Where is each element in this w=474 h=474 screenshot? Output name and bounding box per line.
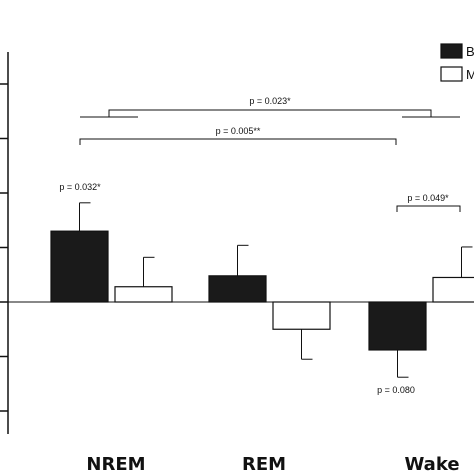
legend-swatch-1	[440, 66, 463, 82]
p-value-bracket-upper: p = 0.023*	[249, 96, 291, 106]
category-labels: NREM REM Wake	[86, 454, 459, 474]
bar-wake-0	[368, 301, 427, 351]
p-value-bracket-lower: p = 0.005**	[216, 126, 261, 136]
bars	[50, 230, 474, 351]
bar-nrem-0	[50, 230, 109, 303]
bracket-nrem-wake-upper	[80, 109, 460, 118]
category-label-rem: REM	[242, 454, 286, 474]
bracket-nrem-wake-lower	[79, 138, 397, 145]
significance-brackets: p = 0.032* p = 0.080 p = 0.023* p = 0.005**…	[59, 96, 461, 395]
bar-wake-1	[432, 276, 474, 303]
category-label-wake: Wake	[404, 454, 459, 474]
bar-rem-0	[208, 275, 267, 303]
legend-label-0: B	[466, 44, 474, 59]
legend: BM	[440, 43, 474, 82]
legend-swatch-0	[440, 43, 463, 59]
error-bars	[79, 202, 473, 378]
legend-label-1: M	[466, 67, 474, 82]
p-value-bracket-wake: p = 0.049*	[407, 193, 449, 203]
bar-rem-1	[272, 301, 331, 330]
bracket-wake	[396, 205, 461, 212]
p-value-nrem: p = 0.032*	[59, 182, 101, 192]
category-label-nrem: NREM	[86, 454, 145, 474]
p-value-wake: p = 0.080	[377, 385, 415, 395]
bar-nrem-1	[114, 286, 173, 303]
